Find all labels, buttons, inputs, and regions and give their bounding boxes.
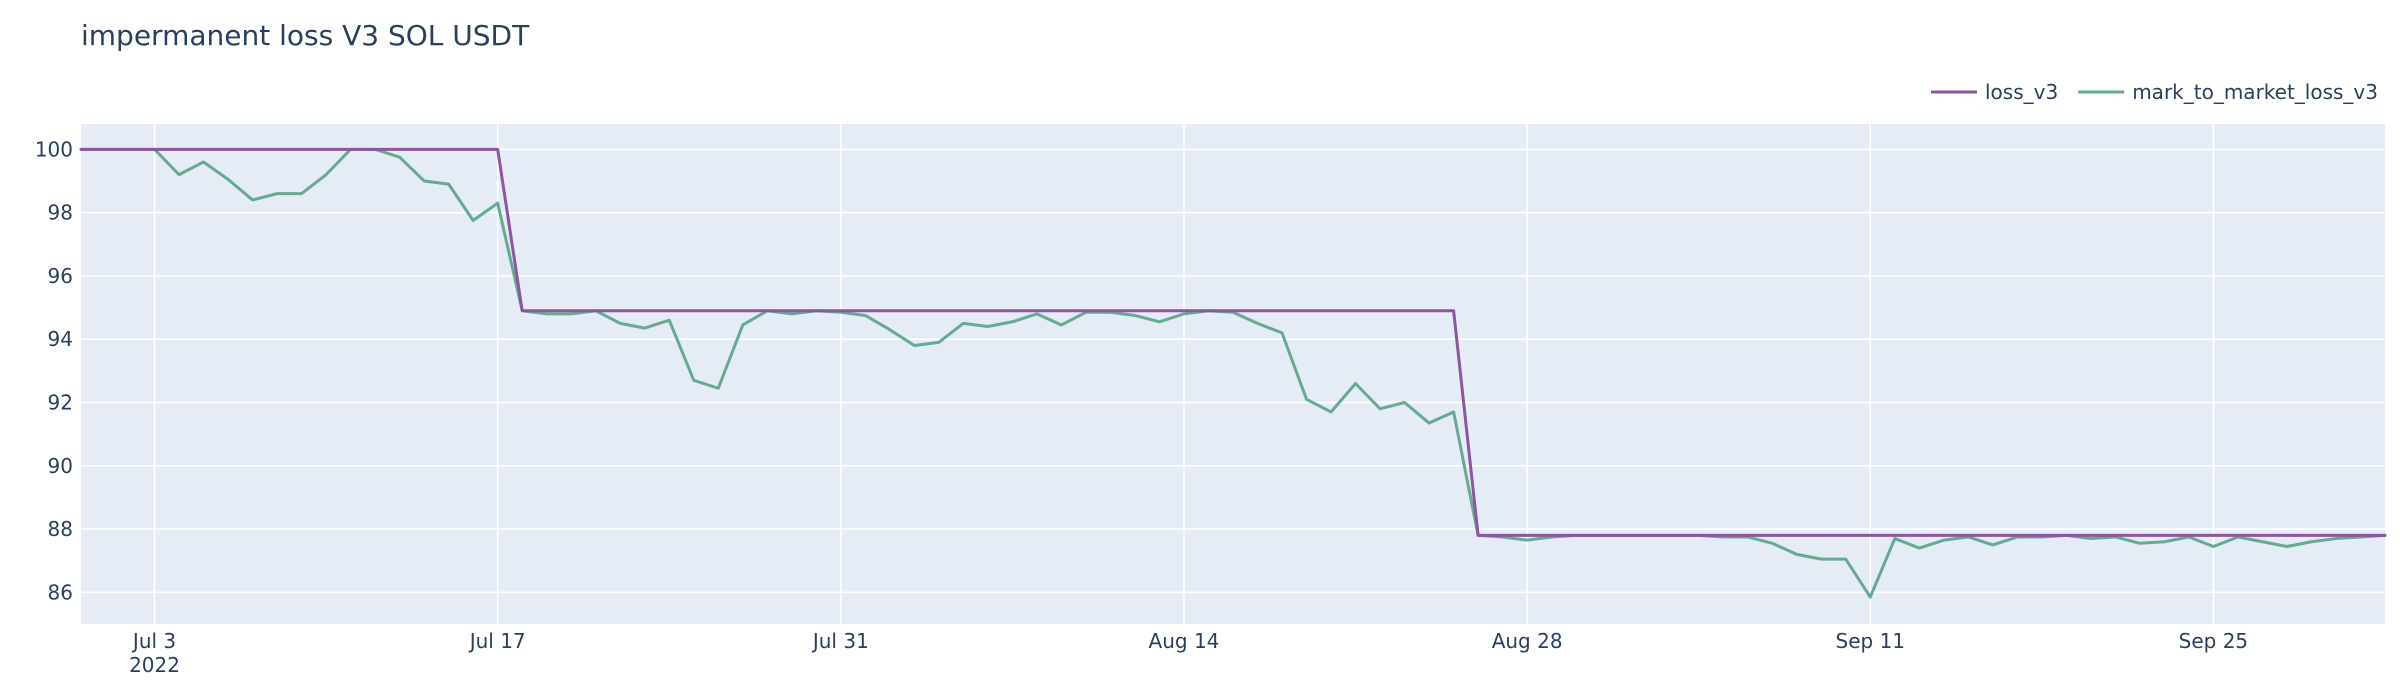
series-line-loss-v3 (79, 147, 2387, 537)
x-tick-label: Jul 17 (468, 629, 526, 653)
plot-area (81, 124, 2385, 624)
x-tick-label: Aug 28 (1492, 629, 1563, 653)
grid-lines (81, 124, 2385, 624)
y-tick-label: 100 (35, 137, 73, 161)
x-tick-label: Jul 31 (811, 629, 869, 653)
y-tick-label: 96 (48, 264, 73, 288)
y-axis: 86 88 90 92 94 96 98 100 (35, 137, 73, 604)
y-tick-label: 90 (48, 454, 73, 478)
legend[interactable]: mark_to_market_loss_v3 loss_v3 (1931, 80, 2378, 104)
legend-item-loss-v3[interactable]: loss_v3 (1931, 80, 2058, 104)
series-line-mark-to-market-loss-v3 (79, 147, 2387, 599)
x-tick-label: Sep 25 (2179, 629, 2249, 653)
legend-item-mark-to-market-loss-v3[interactable]: mark_to_market_loss_v3 (2078, 80, 2378, 104)
legend-label: loss_v3 (1985, 80, 2058, 104)
x-tick-year-label: 2022 (129, 653, 180, 677)
y-tick-label: 94 (48, 327, 73, 351)
x-tick-label: Aug 14 (1149, 629, 1220, 653)
y-tick-label: 98 (48, 201, 73, 225)
y-tick-label: 88 (48, 517, 73, 541)
y-tick-label: 86 (48, 580, 73, 604)
y-tick-label: 92 (48, 390, 73, 414)
x-tick-label: Sep 11 (1836, 629, 1906, 653)
legend-label: mark_to_market_loss_v3 (2132, 80, 2378, 104)
series-lines (79, 147, 2387, 599)
x-tick-label: Jul 3 (131, 629, 176, 653)
chart-title: impermanent loss V3 SOL USDT (81, 19, 530, 52)
